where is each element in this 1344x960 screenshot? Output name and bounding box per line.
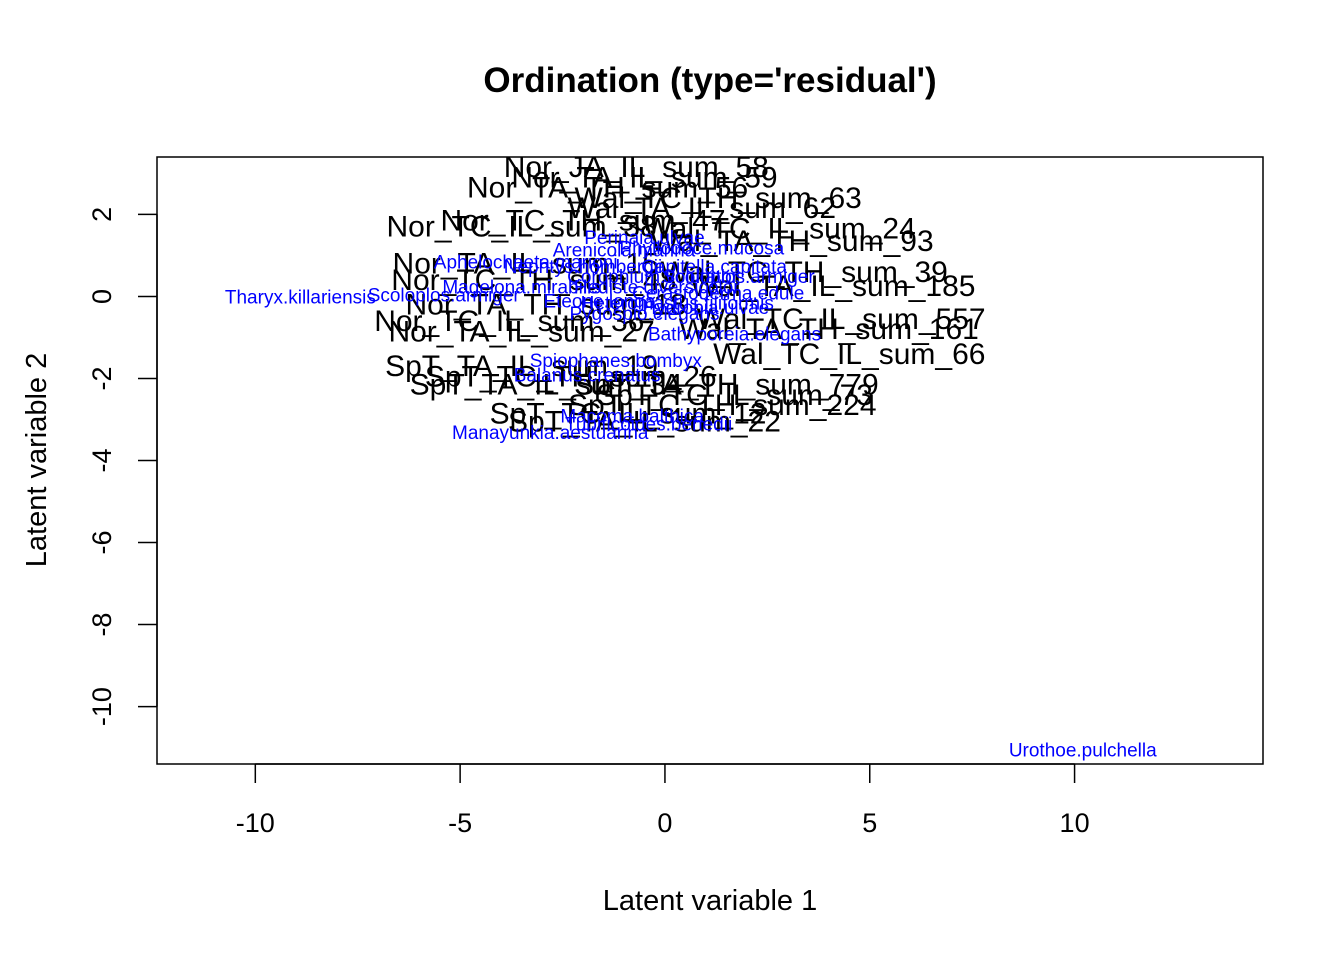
site-labels: Nor_JA_IL_sum_58Nor_TA_IL_sum_59Nor_TA_T… [374, 151, 985, 438]
species-label: Macoma.balthica [560, 406, 704, 427]
species-label: Tharyx.killariensis [225, 288, 376, 309]
species-label: Phyllodoce.mucosa [619, 238, 784, 259]
species-label: Tubificoides.benedii [565, 415, 732, 436]
species-label: Scoloplos.armiger [368, 285, 521, 306]
species-label: Heteromastus.filiformis [581, 294, 774, 315]
site-label: Wal_TC_IL_sum_66 [713, 338, 985, 371]
species-label: Pygospio.elegans [569, 304, 719, 325]
y-axis-label: Latent variable 2 [21, 353, 53, 567]
site-label: Wal_TA_IL_sum_185 [690, 270, 975, 303]
y-tick-label: -4 [87, 448, 117, 472]
x-tick-label: 5 [862, 808, 877, 838]
species-label: Perinaia.ulvae [584, 228, 704, 249]
y-tick-label: 0 [87, 289, 117, 304]
site-label: Wal_TC_IL_sum_557 [697, 303, 986, 336]
x-tick-label: 10 [1060, 808, 1090, 838]
y-tick-label: -8 [87, 613, 117, 637]
site-label: Wal_TA_TH_sum_161 [679, 313, 979, 346]
site-label: SpT_TA_IL_sum_19 [385, 350, 658, 383]
species-label: Scoloplos.armiger [663, 267, 816, 288]
site-label: Nor_TA_TH_sum_18 [406, 289, 687, 322]
chart-title: Ordination (type='residual') [483, 61, 936, 100]
site-label: SpT_TC_TH_sum_224 [568, 389, 876, 422]
site-label: Wal_TC_TH_sum_63 [575, 182, 862, 215]
site-label: Nor_TC_TH_sum_48 [391, 264, 676, 297]
species-label: Spiophanes.bombyx [530, 351, 703, 372]
site-label: Nor_TC_IL_sum_38 [387, 211, 657, 244]
site-label: Nor_TA_IL_sum_59 [511, 161, 777, 194]
x-tick-label: -10 [236, 808, 275, 838]
y-tick-label: 2 [87, 207, 117, 222]
y-tick-label: -6 [87, 531, 117, 555]
species-label: Urothoe.pulchella [1009, 741, 1157, 762]
site-label: Wal_TC_IL_sum_24 [643, 213, 915, 246]
x-axis-label: Latent variable 1 [603, 885, 817, 917]
site-label: SpT_TA_TH_sum_779 [574, 369, 879, 402]
site-label: Wal_TA_IL_sum_62 [568, 192, 836, 225]
site-label: SpT_TA_IL_sum_34 [410, 369, 683, 402]
x-axis: -10 -5 0 5 10 [236, 763, 1090, 838]
y-tick-label: -2 [87, 366, 117, 390]
site-label: SpT_TC_IL_sum_12 [490, 397, 767, 430]
species-label: Manayunkia.aestuarina [452, 423, 649, 444]
site-label: SpT_TC_TH_sum_26 [425, 360, 717, 393]
species-label: Nephtys.hombergii [504, 257, 662, 278]
site-label: Nor_JA_IL_sum_58 [504, 151, 769, 184]
y-tick-label: -10 [87, 687, 117, 726]
site-label: SpT_TC_IL_sum_73 [596, 379, 873, 412]
species-labels: Tharyx.killariensisScoloplos.armigerMage… [225, 228, 1157, 762]
x-tick-label: -5 [448, 808, 472, 838]
species-label: Hediste.diversicolor [574, 277, 740, 298]
species-label: Magelona.mirabilis [442, 277, 600, 298]
x-tick-label: 0 [657, 808, 672, 838]
species-label: Eteone.longa [543, 292, 655, 313]
species-label: Cerastoderma.edule [632, 283, 804, 304]
site-label: Wal_TA_TH_sum_93 [650, 225, 933, 258]
site-label: Nor_TC_TH_sum_47 [440, 205, 725, 238]
site-label: Nor_TA_TH_sum_56 [467, 172, 748, 205]
site-label: Nor_TA_IL_sum_15 [393, 248, 659, 281]
species-label: Bathyporeia.elegans [648, 324, 821, 345]
y-axis: 2 0 -2 -4 -6 -8 -10 [87, 207, 158, 726]
species-label: Capitella.capitata [641, 257, 787, 278]
species-label: Arenicola.marina [553, 240, 696, 261]
site-label: Nor_TC_IL_sum_36 [374, 305, 644, 338]
site-label: SpT_TA_IL_sum_22 [508, 406, 781, 439]
species-label: Corophium.volutator [567, 267, 739, 288]
species-label: Balanus.crenatus [514, 365, 661, 386]
species-label: Aphelochaeta.marioni [434, 253, 618, 274]
species-label: Hydrobia.ulvae [643, 298, 770, 319]
site-label: Nor_TA_IL_sum_27 [388, 315, 654, 348]
site-label: Wal_TC_TH_sum_39 [661, 256, 948, 289]
